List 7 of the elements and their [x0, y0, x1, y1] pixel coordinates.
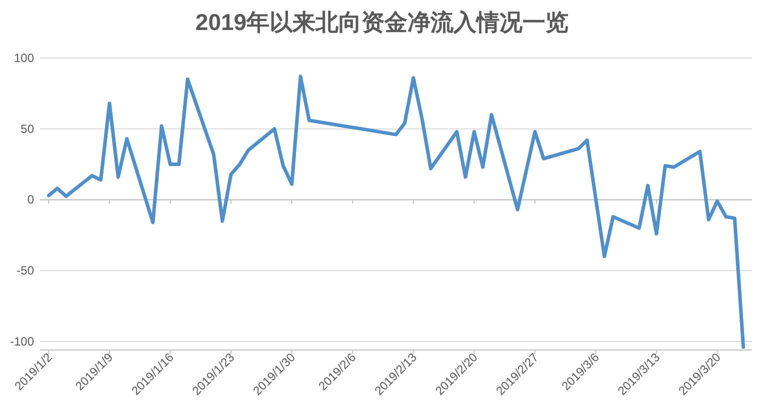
line-series	[46, 74, 746, 349]
chart-title: 2019年以来北向资金净流入情况一览	[195, 9, 569, 35]
y-tick-label: 100	[14, 51, 34, 65]
y-tick-label: 50	[20, 122, 34, 136]
y-tick-label: -100	[10, 334, 34, 348]
y-tick-label: -50	[16, 264, 34, 278]
y-tick-label: 0	[27, 192, 34, 207]
